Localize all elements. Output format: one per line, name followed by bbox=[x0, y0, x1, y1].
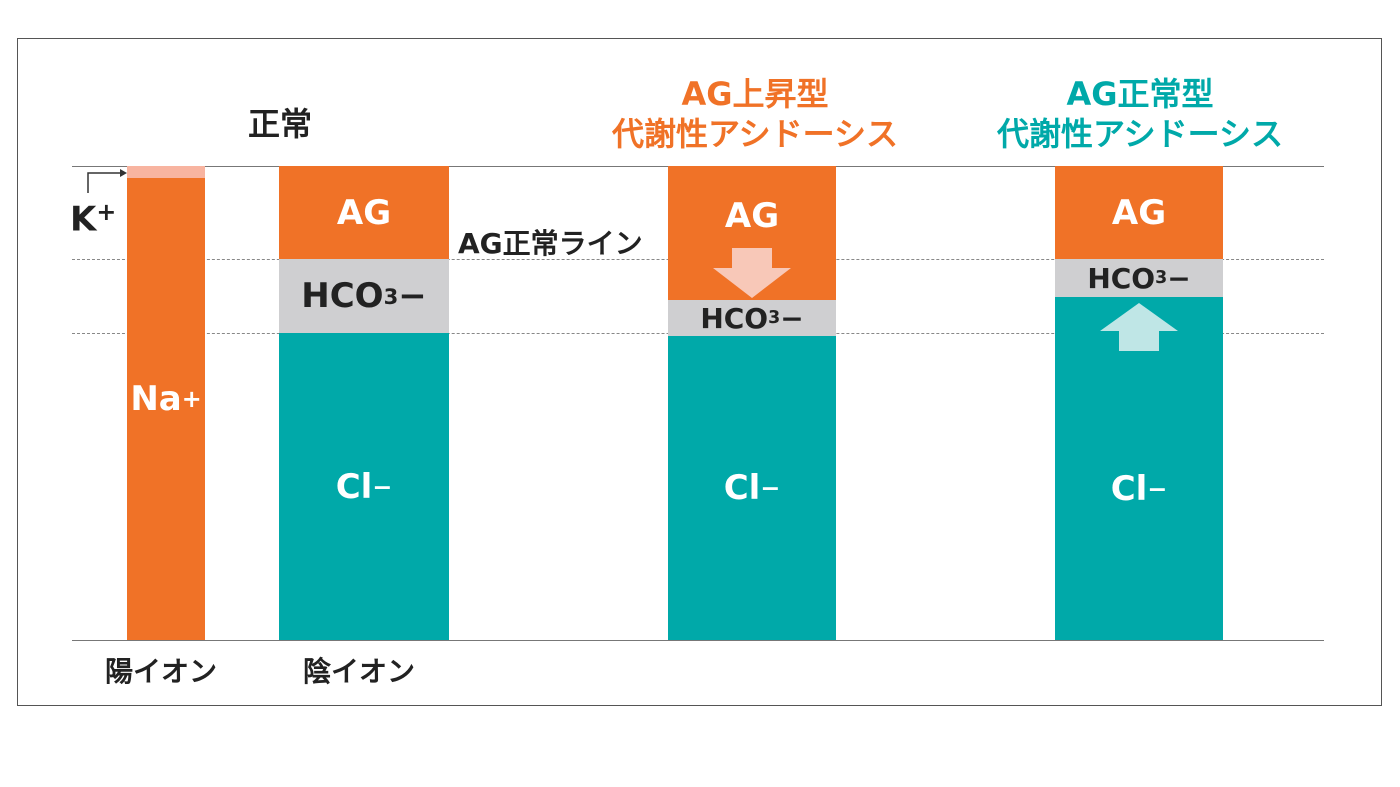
ag-normal-ag-segment: AG bbox=[1055, 166, 1223, 259]
arrow-up-icon bbox=[1100, 303, 1178, 351]
ag-high-cl-segment: Cl − bbox=[668, 336, 836, 640]
k-label: K+ bbox=[70, 198, 117, 240]
normal-ag-segment: AG bbox=[279, 166, 449, 259]
ag-normal-hco3-segment: HCO 3− bbox=[1055, 259, 1223, 297]
normal-hco3-segment: HCO 3− bbox=[279, 259, 449, 333]
ag-high-hco3-segment: HCO 3− bbox=[668, 300, 836, 336]
ag-normal-cl-segment: Cl − bbox=[1055, 297, 1223, 640]
title-ag-high-line1: AG上昇型 bbox=[681, 75, 829, 113]
title-normal: 正常 bbox=[247, 105, 312, 143]
anion-axis-label: 陰イオン bbox=[303, 655, 416, 688]
bracket-arrow-icon bbox=[87, 169, 127, 193]
title-ag-normal-line2: 代謝性アシドーシス bbox=[996, 115, 1284, 153]
title-ag-normal: AG正常型 代謝性アシドーシス bbox=[955, 74, 1325, 154]
na-segment: Na + bbox=[127, 178, 205, 640]
ag-normal-line-label: AG正常ライン bbox=[458, 227, 643, 260]
cation-axis-label: 陽イオン bbox=[105, 655, 218, 688]
title-ag-high: AG上昇型 代謝性アシドーシス bbox=[570, 74, 940, 154]
title-ag-high-line2: 代謝性アシドーシス bbox=[611, 115, 899, 153]
normal-cl-segment: Cl − bbox=[279, 333, 449, 640]
k-segment bbox=[127, 166, 205, 178]
baseline bbox=[72, 640, 1324, 641]
title-ag-normal-line1: AG正常型 bbox=[1066, 75, 1214, 113]
arrow-down-icon bbox=[713, 248, 791, 298]
ag-high-ag-segment: AG bbox=[668, 166, 836, 300]
